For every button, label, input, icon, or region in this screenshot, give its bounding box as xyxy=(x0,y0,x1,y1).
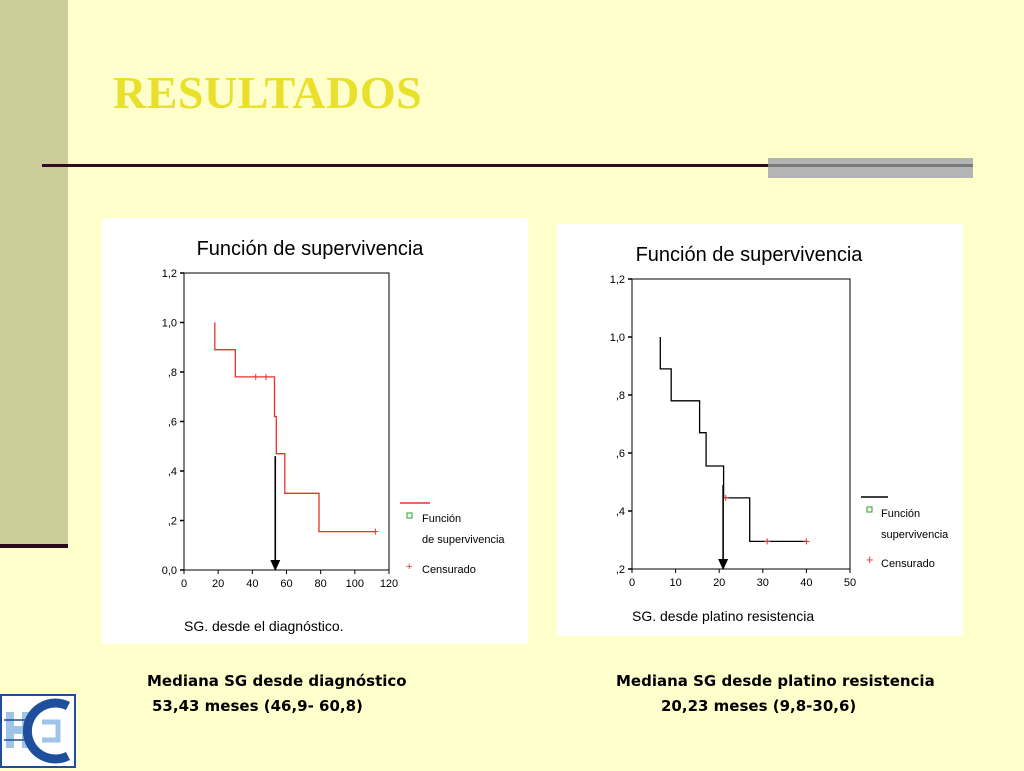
median-caption-diagnosis-line1: Mediana SG desde diagnóstico xyxy=(147,672,407,690)
legend-entry-1: supervivencia xyxy=(881,529,949,541)
series-layer xyxy=(214,322,376,533)
x-tick-label: 60 xyxy=(280,578,292,590)
survival-curve xyxy=(214,322,376,533)
y-tick-label: ,2 xyxy=(168,516,177,528)
median-arrow xyxy=(718,484,729,570)
series-layer xyxy=(659,337,807,543)
censor-mark xyxy=(252,373,259,380)
x-tick-label: 50 xyxy=(844,577,856,589)
x-tick-label: 100 xyxy=(346,578,364,590)
y-tick-label: 1,0 xyxy=(610,332,625,344)
x-tick-label: 20 xyxy=(212,578,224,590)
y-tick-label: ,6 xyxy=(616,448,625,460)
y-axis: 0,0 ,2 ,4 ,6 ,8 1,0 1,2 xyxy=(162,268,184,577)
x-axis: 0 20 40 60 80 100 120 xyxy=(181,570,398,590)
title-rule xyxy=(42,164,972,167)
legend-square-swatch xyxy=(866,506,873,513)
y-tick-label: 1,0 xyxy=(162,318,177,330)
survival-chart-platinum: Función de supervivencia ,2,4,6,8 1,0 1,2 … xyxy=(557,224,963,636)
legend-entry-0: Función xyxy=(881,508,920,520)
median-caption-platinum-line1: Mediana SG desde platino resistencia xyxy=(616,672,935,690)
y-tick-label: ,2 xyxy=(616,564,625,576)
legend: Función supervivencia + Censurado xyxy=(861,496,949,570)
x-tick-label: 40 xyxy=(246,578,258,590)
censor-layer xyxy=(252,373,379,535)
chart-title: Función de supervivencia xyxy=(636,244,864,266)
y-tick-label: 1,2 xyxy=(162,268,177,280)
legend-entry-2: Censurado xyxy=(881,558,935,570)
x-tick-label: 40 xyxy=(800,577,812,589)
y-tick-label: 0,0 xyxy=(162,565,177,577)
censor-mark xyxy=(764,538,771,545)
legend-entry-0: Función xyxy=(422,513,461,525)
median-caption-diagnosis-line2: 53,43 meses (46,9- 60,8) xyxy=(152,697,363,715)
median-arrow-head xyxy=(718,559,729,570)
y-tick-label: ,4 xyxy=(616,506,625,518)
x-tick-label: 10 xyxy=(669,577,681,589)
y-tick-label: ,6 xyxy=(168,417,177,429)
left-decor-bar xyxy=(0,0,68,546)
legend-square-swatch xyxy=(406,512,413,519)
hospital-logo-icon xyxy=(0,694,76,768)
y-tick-label: ,4 xyxy=(168,466,177,478)
y-tick-label: 1,2 xyxy=(610,274,625,286)
censor-mark xyxy=(803,538,810,545)
y-tick-label: ,8 xyxy=(168,367,177,379)
x-tick-label: 20 xyxy=(713,577,725,589)
plot-frame xyxy=(183,272,390,571)
x-tick-label: 120 xyxy=(380,578,398,590)
left-decor-rule xyxy=(0,544,68,548)
censor-layer xyxy=(722,494,810,545)
x-tick-label: 0 xyxy=(629,577,635,589)
censor-mark xyxy=(263,373,269,380)
survival-chart-diagnosis-svg: Función de supervivencia 0,0 ,2 ,4 ,6 ,8 1,0 1… xyxy=(162,238,506,634)
legend-censor-swatch: + xyxy=(406,561,412,573)
hospital-logo-graphic xyxy=(2,696,74,766)
survival-curve xyxy=(659,337,807,543)
chart-title: Función de supervivencia xyxy=(197,238,425,260)
survival-chart-diagnosis: Función de supervivencia 0,0 ,2 ,4 ,6 ,8 1,0 1… xyxy=(102,218,528,644)
median-arrow-head xyxy=(270,560,281,571)
slide-title: RESULTADOS xyxy=(113,67,423,118)
legend-entry-1: de supervivencia xyxy=(422,534,505,546)
median-arrow xyxy=(270,456,281,571)
x-tick-label: 30 xyxy=(757,577,769,589)
x-tick-label: 80 xyxy=(315,578,327,590)
x-axis: 0 10 20 30 40 50 xyxy=(629,569,856,589)
title-rule-accent xyxy=(768,158,973,178)
y-tick-label: ,8 xyxy=(616,390,625,402)
legend: Función de supervivencia + Censurado xyxy=(400,502,505,576)
median-caption-platinum-line2: 20,23 meses (9,8-30,6) xyxy=(661,697,857,715)
legend-censor-swatch: + xyxy=(866,552,874,567)
censor-mark xyxy=(372,528,379,535)
legend-entry-2: Censurado xyxy=(422,564,476,576)
y-axis: ,2 ,4 ,6 ,8 1,0 1,2 xyxy=(610,274,632,576)
survival-chart-platinum-svg: Función de supervivencia ,2,4,6,81,01,2 … xyxy=(610,244,949,624)
plot-frame xyxy=(631,278,851,570)
x-tick-label: 0 xyxy=(181,578,187,590)
x-axis-label: SG. desde platino resistencia xyxy=(632,608,814,624)
x-axis-label: SG. desde el diagnóstico. xyxy=(184,618,344,634)
